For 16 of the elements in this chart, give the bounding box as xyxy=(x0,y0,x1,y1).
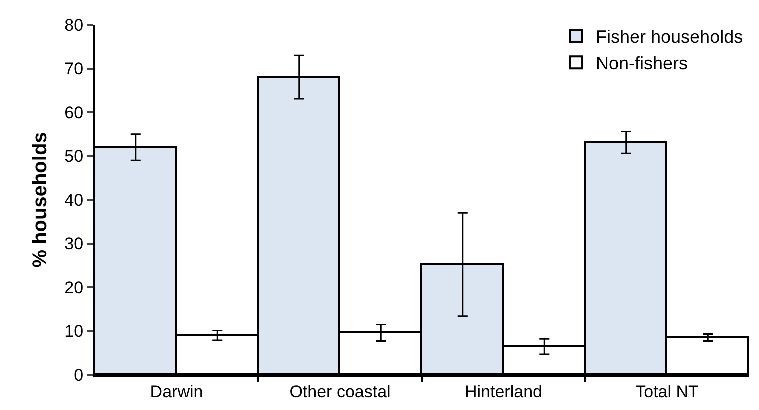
legend-label: Non-fishers xyxy=(596,54,688,74)
y-tick-label: 0 xyxy=(74,366,84,385)
y-tick-label: 10 xyxy=(64,322,84,342)
y-tick-label: 40 xyxy=(64,190,84,210)
y-axis-title: % households xyxy=(30,132,52,268)
y-tick-label: 20 xyxy=(64,278,84,298)
x-tick-label: Darwin xyxy=(150,382,204,402)
y-tick-label: 80 xyxy=(64,16,84,35)
y-tick-label: 60 xyxy=(64,103,84,122)
x-tick-label: Hinterland xyxy=(465,382,542,402)
y-tick-label: 50 xyxy=(64,147,84,166)
y-tick-label: 70 xyxy=(64,60,84,79)
x-tick-label: Total NT xyxy=(636,382,699,402)
y-tick-label: 30 xyxy=(64,234,84,254)
legend-label: Fisher households xyxy=(596,27,744,48)
x-tick-label: Other coastal xyxy=(290,382,391,402)
